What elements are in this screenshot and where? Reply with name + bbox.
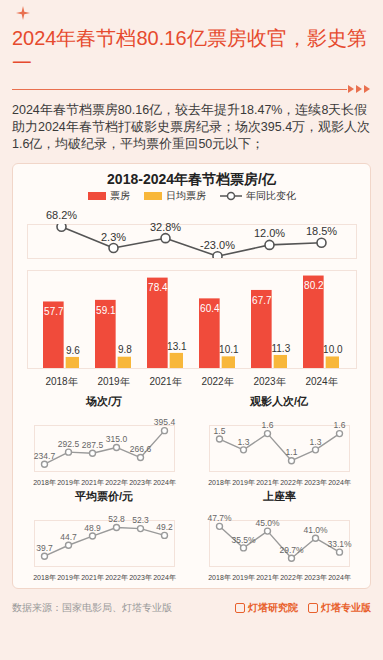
svg-text:48.9: 48.9 [84, 523, 101, 533]
svg-text:2023年: 2023年 [304, 479, 327, 486]
svg-text:12.0%: 12.0% [254, 227, 285, 239]
html-text:年同比变化: 年同比变化 [245, 190, 296, 201]
svg-text:2023年: 2023年 [253, 376, 285, 387]
svg-text:67.7: 67.7 [252, 295, 272, 306]
svg-text:2021年: 2021年 [81, 479, 104, 486]
svg-text:9.6: 9.6 [66, 345, 80, 356]
svg-text:13.1: 13.1 [167, 341, 187, 352]
svg-text:78.4: 78.4 [148, 282, 168, 293]
svg-text:2021年: 2021年 [81, 574, 104, 581]
svg-text:45.0%: 45.0% [255, 518, 280, 528]
svg-text:52.8: 52.8 [108, 514, 125, 524]
svg-text:2023年: 2023年 [129, 574, 152, 581]
svg-text:2023年: 2023年 [129, 479, 152, 486]
svg-text:68.2%: 68.2% [46, 209, 77, 221]
svg-text:287.5: 287.5 [82, 440, 104, 450]
svg-text:39.7: 39.7 [36, 543, 53, 553]
svg-text:2024年: 2024年 [328, 574, 351, 581]
svg-text:35.5%: 35.5% [231, 535, 256, 545]
svg-text:1.1: 1.1 [286, 447, 298, 457]
html-text:2018-2024年春节档票房/亿: 2018-2024年春节档票房/亿 [107, 171, 276, 187]
svg-text:2018年: 2018年 [33, 479, 56, 486]
svg-text:9.8: 9.8 [118, 344, 132, 355]
svg-text:2019年: 2019年 [57, 479, 80, 486]
svg-text:2022年: 2022年 [280, 574, 303, 581]
svg-text:2021年: 2021年 [256, 574, 279, 581]
svg-text:2019年: 2019年 [57, 574, 80, 581]
svg-text:315.0: 315.0 [106, 434, 128, 444]
svg-text:2024年: 2024年 [305, 376, 337, 387]
html-text:灯塔专业版: 灯塔专业版 [321, 602, 371, 613]
svg-text:18.5%: 18.5% [306, 225, 337, 237]
html-text:票房: 票房 [109, 190, 130, 201]
svg-text:49.2: 49.2 [156, 522, 173, 532]
svg-text:266.6: 266.6 [130, 444, 152, 454]
svg-text:47.7%: 47.7% [207, 513, 232, 523]
html-text:上座率: 上座率 [262, 490, 296, 502]
svg-text:2018年: 2018年 [33, 574, 56, 581]
svg-text:11.3: 11.3 [271, 343, 290, 354]
svg-text:2.3%: 2.3% [101, 231, 126, 243]
svg-text:2018年: 2018年 [208, 574, 231, 581]
svg-text:1.6: 1.6 [262, 420, 274, 430]
svg-text:1.3: 1.3 [310, 437, 322, 447]
svg-text:395.4: 395.4 [154, 417, 176, 427]
html-text:场次/万: 场次/万 [86, 395, 122, 407]
svg-text:32.8%: 32.8% [150, 221, 181, 233]
svg-text:2019年: 2019年 [232, 479, 255, 486]
html-text:平均票价/元: 平均票价/元 [75, 490, 133, 502]
svg-text:10.1: 10.1 [219, 344, 239, 355]
svg-text:1.5: 1.5 [214, 426, 226, 436]
svg-text:2021年: 2021年 [149, 376, 181, 387]
svg-text:80.2: 80.2 [304, 280, 324, 291]
svg-text:2018年: 2018年 [45, 376, 77, 387]
svg-text:1.3: 1.3 [238, 437, 250, 447]
svg-text:1.6: 1.6 [334, 420, 346, 430]
html-text:灯塔研究院: 灯塔研究院 [248, 602, 298, 613]
svg-text:10.0: 10.0 [323, 344, 343, 355]
svg-text:2022年: 2022年 [105, 574, 128, 581]
svg-text:2019年: 2019年 [232, 574, 255, 581]
svg-text:59.1: 59.1 [96, 305, 116, 316]
svg-text:2022年: 2022年 [280, 479, 303, 486]
svg-text:234.7: 234.7 [34, 451, 56, 461]
html-text:日均票房: 日均票房 [165, 190, 206, 201]
svg-text:33.1%: 33.1% [327, 539, 352, 549]
svg-text:2021年: 2021年 [256, 479, 279, 486]
svg-text:44.7: 44.7 [60, 532, 77, 542]
svg-text:52.3: 52.3 [132, 515, 149, 525]
svg-text:2019年: 2019年 [97, 376, 129, 387]
html-text:观影人次/亿: 观影人次/亿 [250, 395, 308, 407]
svg-text:-23.0%: -23.0% [200, 239, 235, 251]
svg-text:2018年: 2018年 [208, 479, 231, 486]
svg-text:29.7%: 29.7% [279, 545, 304, 555]
svg-text:2022年: 2022年 [105, 479, 128, 486]
svg-text:57.7: 57.7 [44, 306, 64, 317]
svg-text:60.4: 60.4 [200, 303, 220, 314]
html-text:2024年春节档票房80.16亿，较去年提升18.47%，连: 2024年春节档票房80.16亿，较去年提升18.47%，连续8天长假助力202… [12, 103, 371, 151]
svg-text:2022年: 2022年 [201, 376, 233, 387]
svg-text:2023年: 2023年 [304, 574, 327, 581]
svg-text:41.0%: 41.0% [303, 525, 328, 535]
svg-text:2024年: 2024年 [328, 479, 351, 486]
html-text:数据来源：国家电影局、灯塔专业版: 数据来源：国家电影局、灯塔专业版 [12, 602, 172, 613]
svg-text:292.5: 292.5 [58, 439, 80, 449]
svg-text:2024年: 2024年 [153, 479, 176, 486]
html-text:2024年春节档80.16亿票房收官，影史第一: 2024年春节档80.16亿票房收官，影史第一 [12, 27, 367, 74]
svg-text:2024年: 2024年 [153, 574, 176, 581]
